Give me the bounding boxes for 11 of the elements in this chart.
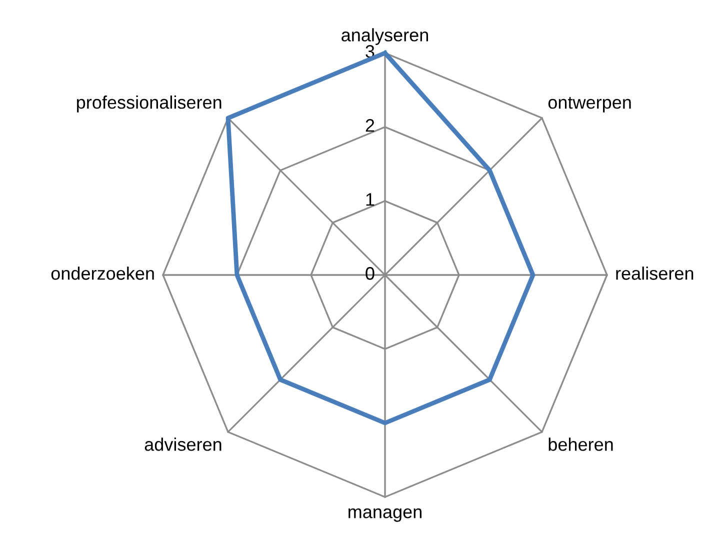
spoke-label: ontwerpen xyxy=(548,96,631,112)
y-tick-label: 2 xyxy=(366,119,374,132)
spoke-label: adviseren xyxy=(144,438,222,451)
spoke-label: beheren xyxy=(548,438,613,451)
spoke-label: realiseren xyxy=(616,266,694,280)
y-tick-label: 1 xyxy=(366,193,374,206)
spoke-label: analyseren xyxy=(342,28,428,45)
spoke-label: professionaliseren xyxy=(77,96,222,112)
spoke-label: onderzoeken xyxy=(51,266,154,280)
y-tick-label: 0 xyxy=(366,267,374,280)
spoke-label: managen xyxy=(348,508,422,522)
